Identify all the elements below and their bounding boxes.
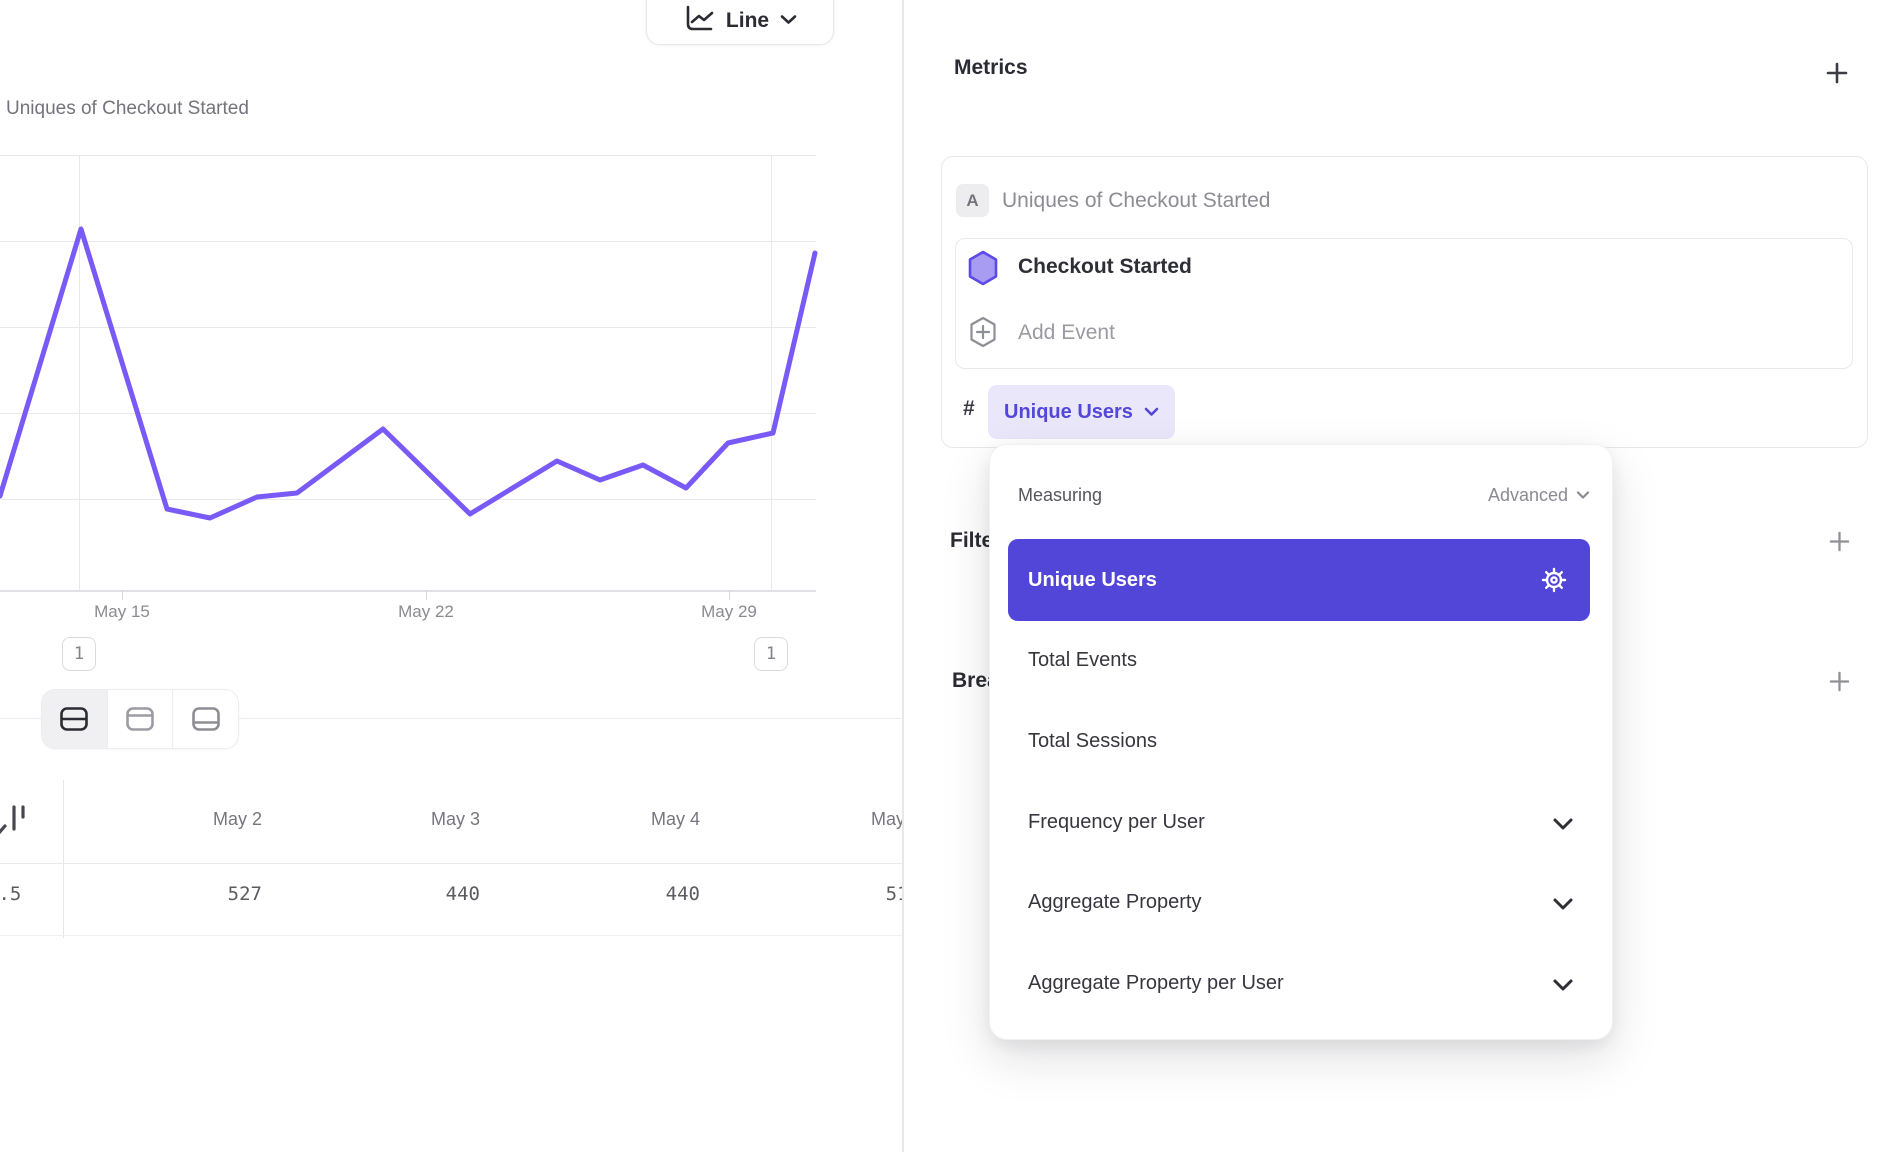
line-chart-plot: May 15 May 22 May 29 1 1: [0, 150, 818, 671]
chart-line-layer: [0, 226, 818, 521]
table-column-header[interactable]: May 3: [430, 809, 480, 829]
x-axis-label: May 29: [701, 602, 757, 621]
event-name[interactable]: Checkout Started: [1018, 255, 1192, 278]
table-only-view-icon: [191, 707, 220, 731]
counting-method-chip[interactable]: Unique Users: [988, 385, 1175, 439]
chart-type-button[interactable]: Line: [646, 0, 834, 45]
table-column-header[interactable]: May 4: [650, 809, 700, 829]
table-row-divider: [0, 935, 902, 936]
add-filter-button[interactable]: [1826, 528, 1852, 554]
gear-icon[interactable]: [1540, 566, 1568, 599]
chevron-down-icon: [780, 12, 797, 30]
table-cell: 440: [445, 883, 480, 905]
chart-only-view-icon: [126, 707, 154, 731]
table-header-divider: [0, 863, 902, 864]
line-chart-icon: [683, 4, 715, 39]
chart-table-divider: [0, 718, 902, 719]
option-aggregate-property[interactable]: Aggregate Property: [1028, 891, 1202, 913]
chevron-down-icon[interactable]: [1552, 978, 1574, 992]
add-event-button[interactable]: Add Event: [1018, 321, 1115, 344]
table-cell: 440: [665, 883, 700, 905]
measuring-header: Measuring: [1018, 485, 1103, 505]
event-hexagon-icon: [967, 250, 999, 291]
add-breakdown-button[interactable]: [1826, 668, 1852, 694]
option-frequency-per-user[interactable]: Frequency per User: [1028, 811, 1205, 833]
measuring-popover: Measuring Advanced Unique Users Total Ev…: [989, 444, 1613, 1040]
x-axis-label: May 15: [94, 602, 150, 621]
metric-card-title[interactable]: Uniques of Checkout Started: [1002, 189, 1271, 212]
table-column-separator: [63, 780, 64, 938]
plus-icon: [1829, 671, 1849, 691]
chevron-down-icon[interactable]: [1552, 897, 1574, 911]
add-metric-button[interactable]: [1824, 60, 1850, 86]
counting-method-label: Unique Users: [1004, 400, 1133, 423]
chart-type-label: Line: [725, 9, 770, 32]
view-table-only-button[interactable]: [172, 690, 238, 748]
option-total-sessions[interactable]: Total Sessions: [1028, 730, 1157, 752]
chevron-down-icon: [1144, 407, 1159, 416]
x-axis-label: May 22: [398, 602, 454, 621]
chevron-down-icon[interactable]: [1552, 817, 1574, 831]
advanced-label: Advanced: [1487, 485, 1568, 505]
view-layout-toggle: [41, 689, 239, 749]
table-cell: 515: [885, 883, 902, 905]
option-aggregate-property-per-user[interactable]: Aggregate Property per User: [1028, 972, 1284, 994]
option-total-events[interactable]: Total Events: [1028, 649, 1137, 671]
view-chart-only-button[interactable]: [106, 690, 173, 748]
event-list-box: Checkout Started Add Event: [955, 238, 1853, 369]
chart-line: [0, 226, 818, 521]
table-cell: 527: [227, 883, 262, 905]
page-marker-button[interactable]: 1: [754, 637, 788, 671]
option-unique-users[interactable]: Unique Users: [1008, 539, 1590, 621]
metric-card: A Uniques of Checkout Started Checkout S…: [941, 156, 1868, 448]
split-view-icon: [60, 707, 89, 731]
metrics-section-title: Metrics: [954, 56, 1028, 79]
option-label: Unique Users: [1028, 568, 1157, 591]
plus-icon: [1829, 531, 1849, 551]
breakdown-table: May 2 May 3 May 4 May 5 0.5 527 440 440 …: [0, 778, 902, 941]
view-split-button[interactable]: [42, 690, 107, 748]
table-row-label: 0.5: [0, 883, 22, 905]
page-marker-button[interactable]: 1: [62, 637, 96, 671]
sort-descending-icon[interactable]: [0, 802, 30, 842]
table-column-header[interactable]: May 5: [870, 809, 902, 829]
counting-symbol: #: [963, 397, 975, 420]
table-column-header[interactable]: May 2: [212, 809, 262, 829]
panel-divider: [902, 0, 904, 1152]
chart-title: Uniques of Checkout Started: [6, 98, 249, 119]
metric-letter-badge: A: [956, 184, 989, 217]
plus-icon: [1826, 62, 1848, 84]
add-event-hexagon-icon: [969, 316, 997, 353]
chevron-down-icon: [1576, 491, 1590, 499]
advanced-dropdown[interactable]: Advanced: [1488, 485, 1590, 506]
